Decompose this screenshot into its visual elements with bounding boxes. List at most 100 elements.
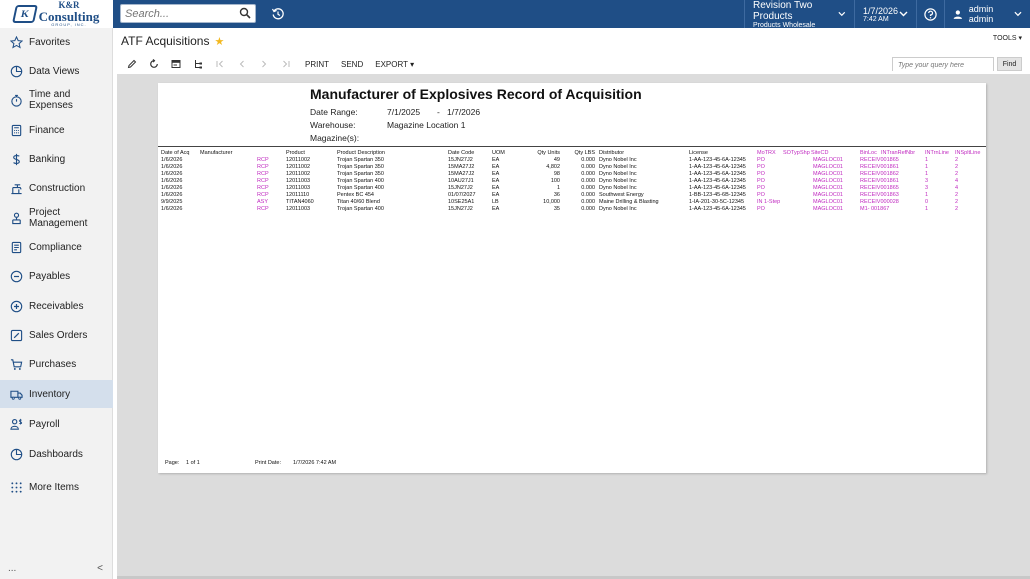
first-page-icon — [216, 60, 223, 68]
cell-inspltline: 2 — [955, 199, 959, 205]
sidebar-item-finance[interactable]: Finance — [0, 116, 113, 144]
search-box[interactable] — [120, 4, 256, 23]
cell-date: 1/6/2026 — [161, 185, 183, 191]
next-page-button[interactable] — [253, 56, 275, 72]
cell-qty-units: 10,000 — [543, 199, 560, 205]
edit-button[interactable] — [121, 56, 143, 72]
sidebar-item-construction[interactable]: Construction — [0, 174, 113, 202]
sidebar-item-label: More Items — [29, 481, 80, 493]
col-qty-lbs: Qty LBS — [574, 150, 595, 156]
sidebar-item-favorites[interactable]: Favorites — [0, 28, 113, 56]
sidebar-item-project-management[interactable]: Project Management — [0, 204, 113, 232]
find-button[interactable]: Find — [997, 57, 1022, 71]
sidebar-item-receivables[interactable]: Receivables — [0, 292, 113, 320]
sidebar-item-purchases[interactable]: Purchases — [0, 350, 113, 378]
print-button[interactable]: PRINT — [305, 59, 329, 69]
cell-license: 1-AA-123-45-6A-12345 — [689, 171, 746, 177]
logo-line2: Consulting — [38, 9, 100, 24]
user-name: admin admin — [968, 4, 994, 24]
project-icon — [12, 212, 21, 224]
cell-qty-lbs: 0.000 — [581, 157, 595, 163]
cell-inspltline: 2 — [955, 206, 959, 212]
user-menu[interactable]: admin admin — [944, 0, 1030, 28]
cell-license: 1-AA-123-45-6A-12345 — [689, 206, 746, 212]
groups-button[interactable] — [187, 56, 209, 72]
cell-uom: LB — [492, 199, 499, 205]
history-icon — [271, 8, 284, 20]
plus-circle-icon — [10, 300, 23, 312]
prev-page-button[interactable] — [231, 56, 253, 72]
cell-sitecd: MAGLOC01 — [813, 206, 843, 212]
help-button[interactable] — [916, 0, 944, 28]
favorite-star-icon[interactable]: ★ — [214, 35, 225, 48]
logo-line1: K&R — [58, 0, 80, 10]
last-page-button[interactable] — [275, 56, 297, 72]
print-date: 1/7/2026 7:42 AM — [293, 460, 337, 466]
business-date-selector[interactable]: 1/7/2026 7:42 AM — [854, 0, 916, 28]
user-icon — [953, 9, 962, 19]
refresh-button[interactable] — [143, 56, 165, 72]
sidebar-item-banking[interactable]: Banking — [0, 145, 113, 173]
cell-intrnline: 3 — [925, 178, 929, 184]
export-button[interactable]: EXPORT ▾ — [375, 59, 415, 69]
cell-qty-units: 36 — [553, 192, 560, 198]
sidebar-item-payroll[interactable]: Payroll — [0, 410, 113, 438]
help-icon — [924, 7, 937, 21]
cell-inspltline: 2 — [955, 157, 959, 163]
payroll-icon — [10, 418, 23, 430]
query-input[interactable] — [893, 59, 993, 72]
cell-intrnline: 1 — [925, 164, 929, 170]
col-product: Product — [286, 150, 305, 156]
collapse-sidebar-button[interactable]: < — [97, 562, 103, 574]
cell-description: Titan 40/60 Blend — [337, 199, 380, 205]
search-input[interactable] — [121, 5, 233, 22]
more-dots[interactable]: ... — [8, 562, 17, 574]
page-title: ATF Acquisitions ★ — [121, 34, 224, 48]
cell-uom: EA — [492, 171, 500, 177]
report-viewer[interactable]: Manufacturer of Explosives Record of Acq… — [117, 74, 1030, 579]
tools-menu[interactable]: TOOLS ▾ — [992, 35, 1022, 42]
pencil-icon — [127, 59, 137, 69]
horizontal-scrollbar[interactable] — [117, 576, 1030, 579]
sidebar-item-dashboards[interactable]: Dashboards — [0, 440, 113, 468]
calculator-icon — [11, 124, 22, 136]
cell-description: Trojan Spartan 350 — [337, 164, 384, 170]
parameters-button[interactable] — [165, 56, 187, 72]
sidebar-item-time-and-expenses[interactable]: Time and Expenses — [0, 86, 113, 114]
cell-intrnline: 1 — [925, 192, 929, 198]
company-logo[interactable]: K K&R Consulting GROUP, INC. — [0, 0, 113, 28]
chevron-down-icon — [1014, 11, 1022, 17]
sidebar-item-data-views[interactable]: Data Views — [0, 57, 113, 85]
send-button[interactable]: SEND — [341, 59, 364, 69]
history-button[interactable] — [268, 5, 288, 23]
cell-motrx: PO — [757, 164, 765, 170]
card-icon — [171, 60, 181, 68]
col-intranrefnbr: INTranRefNbr — [881, 150, 916, 156]
sidebar-item-payables[interactable]: Payables — [0, 262, 113, 290]
cell-intranrefnbr: M1- 001867 — [860, 206, 890, 212]
cell-product: TITAN4060 — [286, 199, 314, 205]
cell-inspltline: 4 — [955, 178, 959, 184]
col-binloc: BinLoc — [860, 150, 877, 156]
branch-selector[interactable]: Revision Two Products Products Wholesale — [744, 0, 854, 29]
query-box[interactable] — [892, 57, 994, 72]
cell-inspltline: 2 — [955, 164, 959, 170]
cell-motrx: PO — [757, 171, 765, 177]
cell-date-code: 15MA27J2 — [448, 164, 475, 170]
cell-sitecd: MAGLOC01 — [813, 171, 843, 177]
search-icon[interactable] — [239, 7, 251, 19]
cell-qty-units: 100 — [550, 178, 560, 184]
sidebar-item-sales-orders[interactable]: Sales Orders — [0, 321, 113, 349]
report-toolbar: PRINT SEND EXPORT ▾ — [121, 56, 422, 72]
sidebar-item-compliance[interactable]: Compliance — [0, 233, 113, 261]
sidebar-item-inventory[interactable]: Inventory — [0, 380, 113, 408]
branch-name: Revision Two Products — [753, 0, 813, 22]
cell-motrx: IN 1-Step — [757, 199, 781, 205]
first-page-button[interactable] — [209, 56, 231, 72]
cell-distributor: Dyno Nobel Inc — [599, 185, 637, 191]
sidebar-item-more-items[interactable]: More Items — [0, 473, 113, 501]
cell-sitecd: MAGLOC01 — [813, 185, 843, 191]
cell-inspltline: 2 — [955, 192, 959, 198]
cell-distributor: Dyno Nobel Inc — [599, 206, 637, 212]
warehouse-label: Warehouse: — [310, 120, 356, 130]
